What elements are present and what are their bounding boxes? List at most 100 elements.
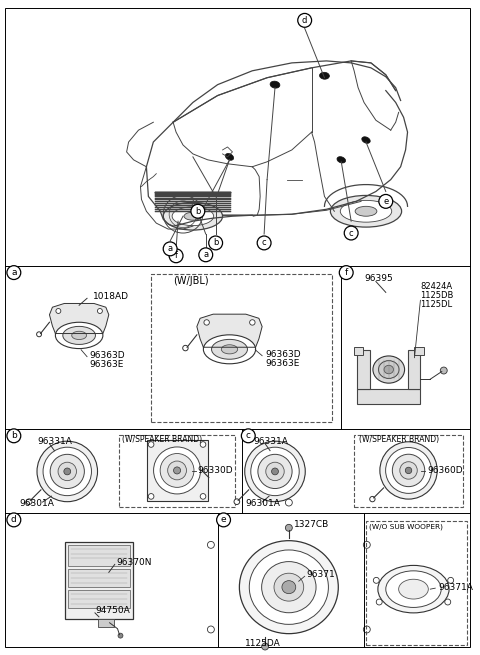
Polygon shape <box>49 303 109 333</box>
Text: (W/O SUB WOOPER): (W/O SUB WOOPER) <box>369 523 443 530</box>
Text: 96363D: 96363D <box>265 350 301 359</box>
Text: e: e <box>383 197 388 206</box>
Text: 1018AD: 1018AD <box>93 292 129 301</box>
Circle shape <box>440 367 447 374</box>
Ellipse shape <box>337 157 346 163</box>
Circle shape <box>207 542 215 548</box>
Circle shape <box>344 226 358 240</box>
Circle shape <box>245 441 305 502</box>
Text: 96331A: 96331A <box>37 438 72 446</box>
Circle shape <box>370 496 375 502</box>
Text: 94750A: 94750A <box>95 607 130 616</box>
Ellipse shape <box>399 579 428 599</box>
Bar <box>119 435 235 507</box>
Text: 96301A: 96301A <box>245 498 280 508</box>
Circle shape <box>56 309 61 314</box>
Text: (W/SPEAKER BRAND): (W/SPEAKER BRAND) <box>121 436 202 444</box>
Circle shape <box>168 461 186 480</box>
Bar <box>151 274 332 422</box>
Ellipse shape <box>378 565 449 613</box>
Circle shape <box>183 345 188 351</box>
Circle shape <box>363 542 370 548</box>
Bar <box>408 350 420 389</box>
Circle shape <box>272 468 278 475</box>
Text: f: f <box>345 268 348 277</box>
Circle shape <box>363 626 370 633</box>
Bar <box>146 440 208 501</box>
Circle shape <box>379 195 393 208</box>
Text: b: b <box>213 238 218 248</box>
Text: c: c <box>246 431 251 440</box>
Text: 82424A: 82424A <box>420 282 453 291</box>
Circle shape <box>380 441 437 499</box>
Circle shape <box>448 577 454 584</box>
Circle shape <box>376 599 382 605</box>
Circle shape <box>37 441 97 502</box>
Circle shape <box>385 447 432 493</box>
Text: 96363E: 96363E <box>265 359 300 368</box>
Text: b: b <box>11 431 17 440</box>
Circle shape <box>64 468 71 475</box>
Ellipse shape <box>221 345 238 354</box>
Text: 96301A: 96301A <box>20 498 55 508</box>
Circle shape <box>148 494 154 499</box>
Text: a: a <box>203 250 208 259</box>
Circle shape <box>298 14 312 28</box>
Text: 1125DL: 1125DL <box>420 300 453 309</box>
Ellipse shape <box>55 322 103 348</box>
Text: 96370N: 96370N <box>117 558 152 567</box>
Circle shape <box>43 447 92 496</box>
Text: (W/JBL): (W/JBL) <box>173 276 209 286</box>
Circle shape <box>445 599 451 605</box>
Text: c: c <box>349 229 353 238</box>
Bar <box>354 347 363 355</box>
Circle shape <box>207 626 215 633</box>
Circle shape <box>7 429 21 443</box>
Text: a: a <box>168 244 173 253</box>
Circle shape <box>262 643 269 650</box>
Circle shape <box>400 462 417 479</box>
Text: a: a <box>11 268 17 277</box>
Bar <box>357 350 370 389</box>
Text: b: b <box>195 207 201 215</box>
Circle shape <box>200 494 206 499</box>
Text: 96363E: 96363E <box>89 360 123 369</box>
Circle shape <box>118 633 123 638</box>
Bar <box>357 389 420 404</box>
Ellipse shape <box>330 195 402 227</box>
Ellipse shape <box>63 326 96 345</box>
Ellipse shape <box>240 540 338 633</box>
Ellipse shape <box>386 571 441 607</box>
Circle shape <box>7 266 21 280</box>
Circle shape <box>405 467 412 474</box>
Circle shape <box>286 525 292 531</box>
Circle shape <box>200 441 206 447</box>
Circle shape <box>174 467 180 474</box>
Text: 96360D: 96360D <box>427 466 463 475</box>
Circle shape <box>58 462 76 481</box>
Ellipse shape <box>172 207 214 225</box>
Ellipse shape <box>163 202 223 230</box>
Text: 96371A: 96371A <box>438 583 473 591</box>
Bar <box>354 435 463 507</box>
Circle shape <box>257 236 271 250</box>
Bar <box>68 590 130 608</box>
Bar <box>68 569 130 587</box>
Circle shape <box>160 453 194 487</box>
Text: 1125DB: 1125DB <box>420 291 454 300</box>
Circle shape <box>266 462 284 481</box>
Circle shape <box>36 332 42 337</box>
Text: c: c <box>262 238 266 248</box>
Text: f: f <box>175 252 178 260</box>
Polygon shape <box>197 314 262 347</box>
Bar <box>366 521 467 645</box>
Ellipse shape <box>249 550 328 624</box>
Circle shape <box>392 454 425 487</box>
Text: 96330D: 96330D <box>198 466 233 475</box>
Circle shape <box>258 455 292 489</box>
Ellipse shape <box>204 335 256 364</box>
Circle shape <box>26 499 32 504</box>
Text: d: d <box>302 16 307 25</box>
Circle shape <box>191 204 205 218</box>
Ellipse shape <box>362 137 370 143</box>
